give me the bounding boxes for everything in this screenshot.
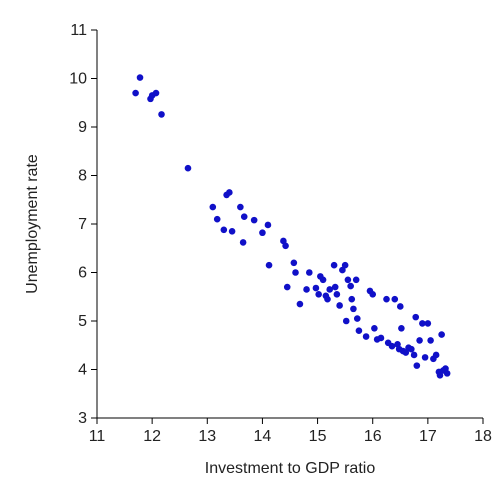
data-point <box>443 370 451 377</box>
data-point <box>438 331 445 338</box>
data-point <box>209 203 217 211</box>
data-point <box>237 203 244 211</box>
y-axis-title: Unemployment rate <box>24 154 41 294</box>
y-tick-label: 3 <box>78 410 87 427</box>
data-point <box>326 286 334 293</box>
data-point <box>296 300 304 308</box>
data-point <box>132 89 139 97</box>
data-point <box>424 320 432 327</box>
data-point <box>383 295 390 303</box>
data-point <box>152 89 160 97</box>
y-tick-label: 9 <box>78 119 87 136</box>
data-point <box>377 334 385 342</box>
data-point <box>402 349 410 356</box>
data-point <box>283 283 291 291</box>
data-points <box>132 74 451 379</box>
data-point <box>432 351 440 359</box>
y-tick-label: 4 <box>78 362 87 379</box>
data-point <box>413 362 421 369</box>
data-point <box>408 345 415 353</box>
data-point <box>419 320 426 327</box>
x-tick-label: 13 <box>198 428 216 445</box>
data-point <box>250 216 258 224</box>
data-point <box>290 259 298 267</box>
data-point <box>312 284 320 292</box>
y-tick-label: 6 <box>78 265 87 282</box>
data-point <box>259 229 266 237</box>
data-point <box>184 164 192 172</box>
data-point <box>264 221 272 229</box>
data-point <box>339 266 346 274</box>
data-point <box>355 327 363 335</box>
data-point <box>265 261 273 269</box>
data-point <box>391 295 399 303</box>
data-point <box>421 354 429 361</box>
data-point <box>330 261 338 269</box>
y-tick-label: 11 <box>70 22 87 39</box>
y-tick-label: 10 <box>69 71 87 88</box>
data-point <box>396 303 404 310</box>
x-tick-label: 17 <box>419 428 437 445</box>
data-point <box>303 286 310 293</box>
x-tick-label: 18 <box>474 428 492 445</box>
data-point <box>228 227 236 235</box>
data-point <box>282 242 289 250</box>
data-point <box>319 276 327 284</box>
data-point <box>342 317 350 325</box>
y-tick-label: 8 <box>78 168 87 185</box>
data-point <box>388 342 396 350</box>
data-point <box>158 111 165 118</box>
data-point <box>333 291 341 298</box>
data-point <box>412 313 420 321</box>
data-point <box>348 295 356 303</box>
y-axis: 3 4 5 6 7 8 9 10 11 <box>69 22 98 427</box>
x-tick-label: 14 <box>254 428 272 445</box>
y-tick-label: 5 <box>78 313 87 330</box>
data-point <box>341 261 349 269</box>
data-point <box>353 315 361 322</box>
data-point <box>350 305 357 313</box>
data-point <box>369 291 377 298</box>
data-point <box>239 239 247 246</box>
data-point <box>331 283 339 291</box>
data-point <box>371 324 378 332</box>
data-point <box>352 276 360 284</box>
data-point <box>213 215 221 223</box>
data-point <box>315 291 322 298</box>
y-tick-label: 7 <box>78 216 87 233</box>
data-point <box>336 302 343 309</box>
data-point <box>292 269 299 276</box>
data-point <box>347 282 354 290</box>
x-axis-title: Investment to GDP ratio <box>205 460 376 477</box>
data-point <box>436 372 444 379</box>
data-point <box>416 337 423 344</box>
data-point <box>136 74 144 81</box>
x-tick-label: 16 <box>364 428 382 445</box>
data-point <box>398 324 405 332</box>
x-tick-label: 12 <box>143 428 161 445</box>
x-axis: 11 12 13 14 15 16 17 18 <box>89 417 492 445</box>
data-point <box>220 226 228 234</box>
x-tick-label: 11 <box>89 428 106 445</box>
data-point <box>410 351 418 359</box>
data-point <box>344 276 352 284</box>
data-point <box>240 213 248 221</box>
data-point <box>427 337 434 344</box>
data-point <box>324 295 331 303</box>
data-point <box>226 189 233 196</box>
data-point <box>362 333 370 340</box>
x-tick-label: 15 <box>309 428 327 445</box>
data-point <box>306 269 313 276</box>
